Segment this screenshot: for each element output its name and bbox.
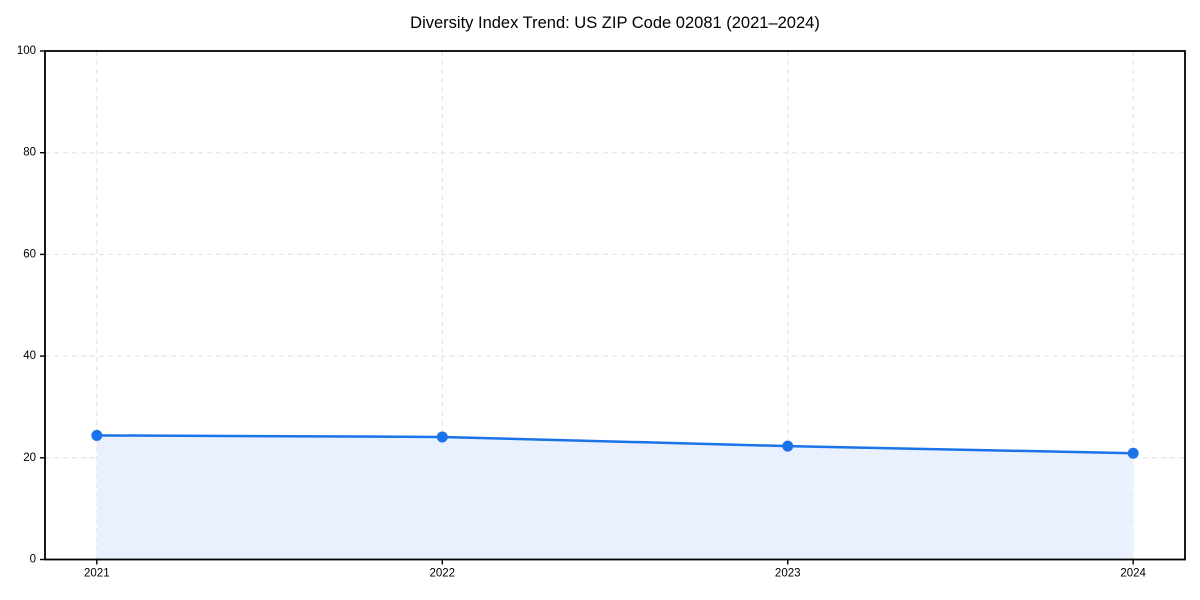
y-tick-label: 40	[23, 350, 36, 362]
data-point-2023	[782, 440, 794, 452]
data-point-2024	[1127, 447, 1139, 459]
y-tick-label: 80	[23, 147, 36, 159]
x-tick-label: 2023	[775, 568, 801, 580]
y-tick-label: 100	[17, 45, 36, 57]
x-tick-label: 2022	[429, 568, 455, 580]
x-tick-label: 2024	[1120, 568, 1146, 580]
y-tick-label: 0	[30, 554, 36, 566]
y-tick-label: 60	[23, 248, 36, 260]
x-tick-label: 2021	[84, 568, 110, 580]
trend-line	[95, 434, 1135, 455]
chart-title: Diversity Index Trend: US ZIP Code 02081…	[410, 14, 820, 32]
y-tick-label: 20	[23, 452, 36, 464]
data-point-2021	[91, 429, 103, 441]
plot-box	[44, 50, 1186, 561]
area-fill	[96, 435, 1134, 560]
data-point-2022	[436, 431, 448, 443]
